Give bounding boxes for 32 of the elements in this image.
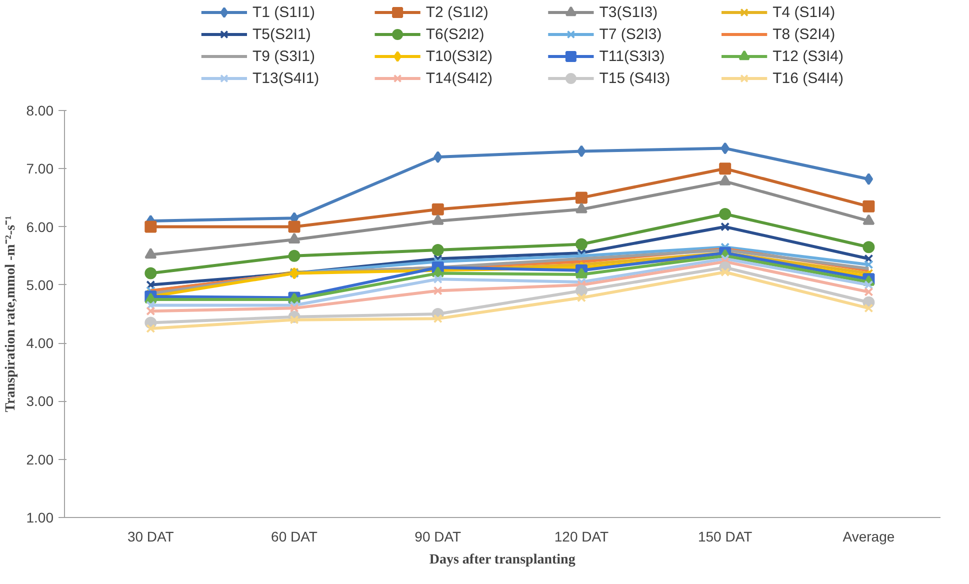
y-tick-label: 1.00 [26, 510, 54, 526]
legend-label: T5(S2I1) [252, 26, 311, 43]
x-tick-label: 150 DAT [698, 528, 753, 544]
y-tick-label: 4.00 [26, 335, 54, 352]
y-tick-label: 8.00 [26, 102, 54, 118]
y-tick-label: 2.00 [26, 451, 54, 468]
y-tick-label: 7.00 [26, 160, 54, 177]
legend-label: T4 (S1I4) [772, 4, 836, 21]
legend-label: T8 (S2I4) [772, 26, 836, 43]
y-axis-title: Transpiration rate,mmol -m⁻²-s⁻¹ [3, 216, 18, 412]
legend-label: T9 (S3I1) [252, 48, 316, 65]
legend-label: T3(S1I3) [599, 4, 658, 21]
legend-label: T15 (S4I3) [599, 70, 670, 87]
y-tick-label: 5.00 [26, 276, 54, 293]
legend-label: T16 (S4I4) [772, 70, 844, 87]
x-tick-label: 120 DAT [554, 528, 610, 544]
x-tick-label: 90 DAT [414, 528, 462, 544]
x-tick-label: 60 DAT [271, 528, 318, 544]
x-axis-title: Days after transplanting [429, 552, 576, 568]
x-tick-label: Average [842, 528, 895, 544]
legend-label: T6(S2I2) [426, 26, 484, 43]
legend-label: T1 (S1I1) [252, 4, 316, 21]
legend-label: T10(S3I2) [426, 48, 493, 65]
legend-label: T7 (S2I3) [599, 26, 662, 43]
legend-label: T12 (S3I4) [772, 48, 844, 65]
x-tick-label: 30 DAT [127, 528, 174, 544]
legend-label: T14(S4I2) [426, 70, 493, 87]
legend-label: T13(S4I1) [252, 70, 320, 87]
y-tick-label: 3.00 [26, 393, 54, 410]
legend-label: T2 (S1I2) [426, 4, 488, 21]
y-tick-label: 6.00 [26, 218, 54, 235]
legend-label: T11(S3I3) [599, 48, 665, 65]
